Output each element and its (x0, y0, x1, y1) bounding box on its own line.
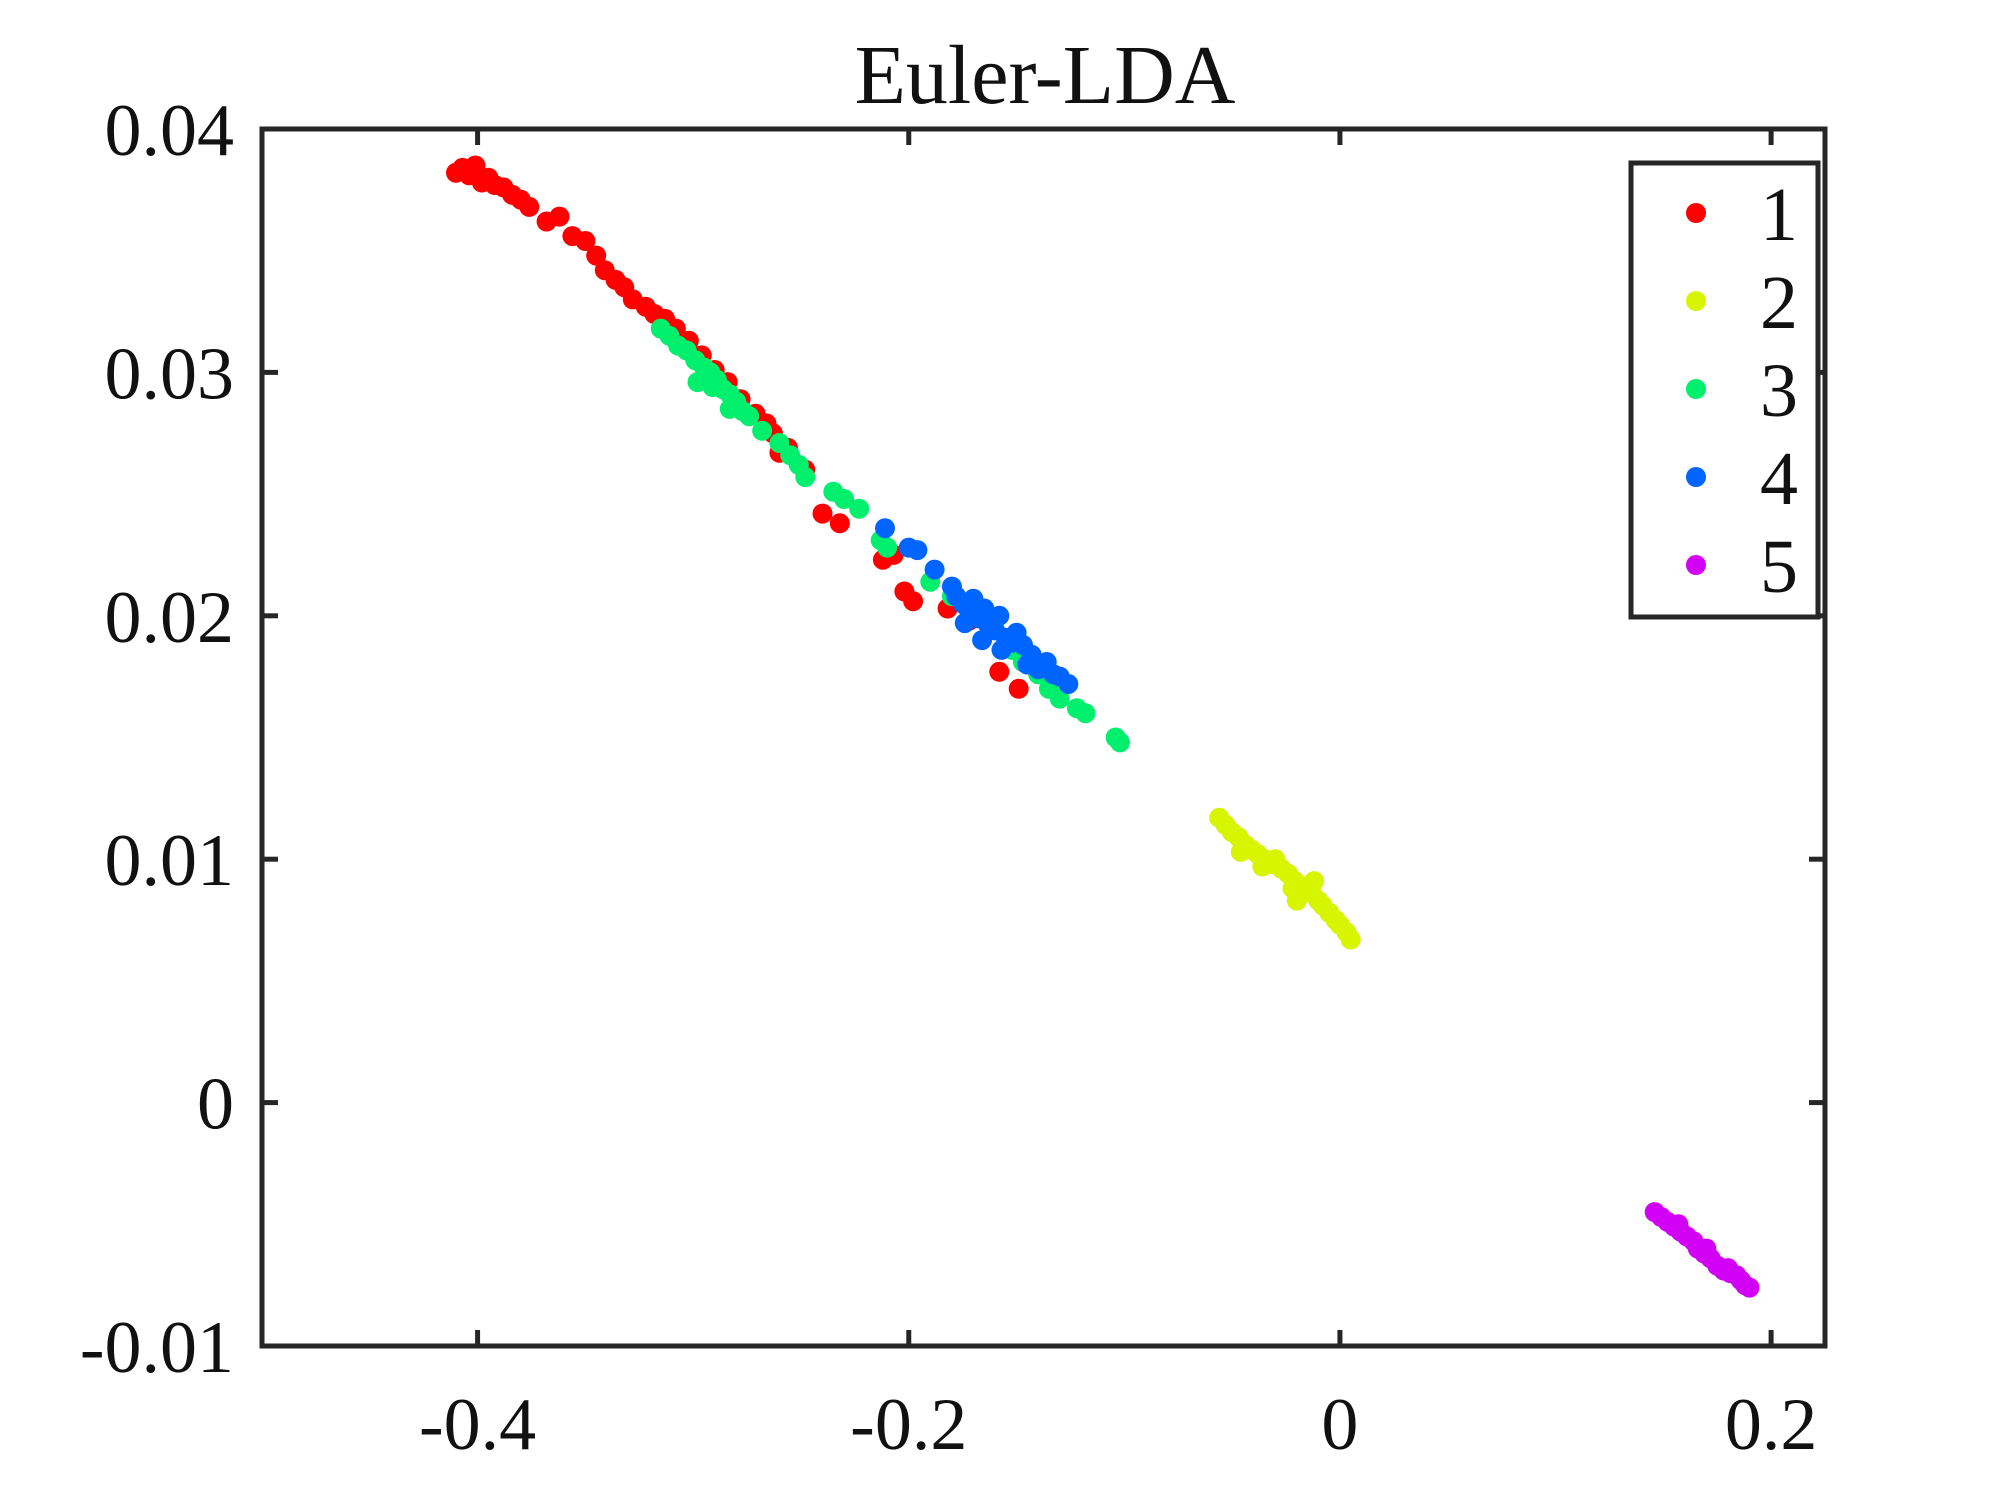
legend-marker-2 (1686, 291, 1706, 311)
series-1-point-3 (465, 155, 486, 176)
series-2-point-22 (1340, 929, 1361, 950)
data-points (446, 155, 1760, 1298)
series-4-point-25 (972, 630, 993, 651)
legend-label-5: 5 (1760, 525, 1798, 609)
series-4-point-27 (1017, 654, 1038, 675)
y-tick-label-5: 0.04 (105, 90, 235, 172)
series-4-point-10 (974, 598, 995, 619)
legend-label-1: 1 (1760, 173, 1798, 257)
series-4-point-26 (991, 639, 1012, 660)
legend-marker-3 (1686, 379, 1706, 399)
y-tick-label-1: 0 (197, 1064, 234, 1146)
legend-label-2: 2 (1760, 261, 1798, 345)
y-tick-label-4: 0.03 (105, 333, 235, 415)
series-4-point-23 (1058, 674, 1079, 694)
legend-label-4: 4 (1760, 437, 1798, 521)
series-4-point-24 (954, 613, 975, 634)
series-1-point-44 (1008, 678, 1029, 699)
axis-ticks: -0.4 -0.2 0 0.2 -0.01 0 0.01 0.02 0.03 0.04 (80, 90, 1825, 1466)
series-1-point-43 (989, 661, 1010, 682)
series-4-point-3 (924, 559, 945, 580)
series-1-point-12 (549, 206, 570, 227)
series-3-point-16 (752, 420, 773, 441)
x-tick-label-1: -0.2 (850, 1384, 967, 1466)
y-tick-label-0: -0.01 (80, 1307, 234, 1389)
series-3-point-36 (1075, 703, 1096, 724)
series-5-point-19 (1718, 1258, 1738, 1279)
series-1-point-36 (829, 513, 850, 534)
plot-area-frame (259, 126, 1828, 1349)
series-2-point-26 (1304, 871, 1325, 892)
series-4-point-2 (907, 540, 928, 561)
series-5-point-16 (1739, 1277, 1760, 1298)
series-3-point-12 (739, 406, 760, 427)
series-1-point-35 (812, 503, 833, 524)
series-5-point-18 (1696, 1238, 1717, 1259)
y-tick-label-2: 0.01 (105, 820, 235, 902)
series-4-point-0 (875, 518, 895, 539)
x-tick-label-3: 0.2 (1725, 1384, 1818, 1466)
series-3-point-38 (1110, 732, 1130, 753)
series-3-point-22 (834, 489, 855, 509)
series-1-point-40 (903, 591, 924, 612)
legend-marker-4 (1686, 467, 1706, 487)
series-1-point-14 (575, 231, 596, 251)
series-1-point-15 (586, 245, 607, 266)
series-4-point-13 (989, 605, 1010, 626)
x-tick-label-0: -0.4 (419, 1384, 536, 1466)
series-3-point-23 (849, 498, 870, 519)
legend-marker-1 (1686, 203, 1706, 223)
series-1-point-10 (519, 196, 540, 217)
legend-label-3: 3 (1760, 349, 1798, 433)
series-2-point-27 (1286, 890, 1307, 911)
series-3-point-25 (877, 537, 898, 558)
series-2-point-24 (1252, 856, 1273, 877)
chart-title: Euler-LDA (855, 29, 1236, 122)
series-3-point-14 (702, 377, 723, 397)
series-2-point-23 (1230, 841, 1251, 862)
series-3-point-20 (795, 467, 816, 488)
legend-marker-5 (1686, 555, 1706, 575)
series-5-point-17 (1668, 1214, 1689, 1235)
legend-box (1628, 160, 1821, 620)
series-3-point-13 (687, 372, 708, 393)
y-tick-label-3: 0.02 (105, 577, 235, 659)
series-3-point-15 (719, 398, 740, 419)
series-3-point-34 (1049, 688, 1070, 709)
x-tick-label-2: 0 (1321, 1384, 1358, 1466)
